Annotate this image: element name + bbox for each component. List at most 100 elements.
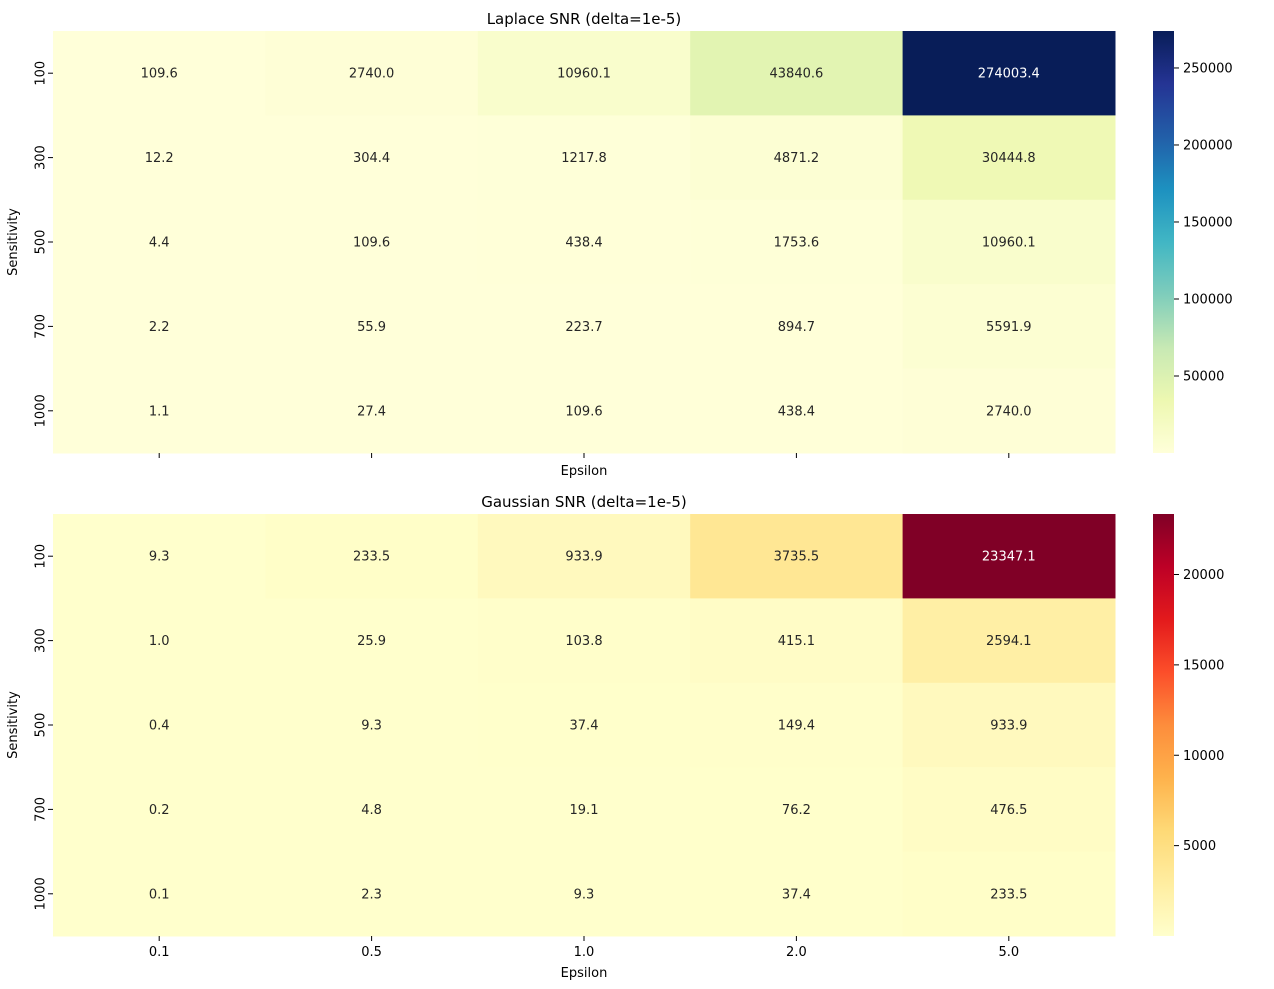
laplace-cell-label-r1-c0: 12.2 [145, 151, 174, 166]
laplace-ytick-label-2: 500 [34, 230, 49, 255]
gaussian-cell-label-r0-c4: 23347.1 [982, 550, 1036, 565]
laplace-cell-label-r4-c4: 2740.0 [986, 404, 1032, 419]
gaussian-cell-label-r1-c0: 1.0 [149, 634, 170, 649]
gaussian-x-axis-label: Epsilon [561, 966, 608, 981]
laplace-cell-label-r0-c1: 2740.0 [349, 67, 395, 82]
laplace-cell-label-r0-c3: 43840.6 [770, 67, 824, 82]
laplace-cell-label-r1-c3: 4871.2 [774, 151, 820, 166]
laplace-cell-label-r3-c1: 55.9 [357, 320, 386, 335]
gaussian-cell-r4-c4 [902, 851, 1116, 937]
gaussian-cell-r1-c3 [690, 598, 904, 684]
gaussian-cell-r4-c3 [690, 851, 904, 937]
laplace-cell-r1-c0 [53, 115, 266, 201]
laplace-ytick-label-3: 700 [34, 314, 49, 339]
gaussian-colorbar-tick-label-3: 20000 [1183, 568, 1224, 583]
gaussian-cell-r2-c0 [53, 682, 266, 768]
gaussian-cell-label-r2-c1: 9.3 [361, 719, 382, 734]
gaussian-cell-label-r0-c1: 233.5 [353, 550, 390, 565]
gaussian-cell-label-r2-c3: 149.4 [778, 719, 815, 734]
laplace-cell-label-r3-c2: 223.7 [565, 320, 602, 335]
gaussian-colorbar-tick-label-2: 15000 [1183, 658, 1224, 673]
gaussian-cell-r0-c1 [265, 514, 479, 599]
gaussian-cell-r3-c3 [690, 767, 904, 853]
gaussian-cell-r2-c2 [477, 682, 691, 768]
gaussian-cell-r1-c0 [53, 598, 266, 684]
gaussian-cell-r3-c0 [53, 767, 266, 853]
laplace-cell-label-r3-c3: 894.7 [778, 320, 815, 335]
gaussian-heatmap-panel: Gaussian SNR (delta=1e-5) 9.3 233.5 933.9 37… [6, 493, 1224, 981]
laplace-cell-r1-c1 [265, 115, 479, 201]
laplace-ytick-label-4: 1000 [34, 394, 49, 427]
gaussian-cell-label-r4-c4: 233.5 [990, 887, 1027, 902]
laplace-cell-label-r2-c0: 4.4 [149, 236, 170, 251]
laplace-cell-label-r0-c0: 109.6 [141, 67, 178, 82]
laplace-x-axis-label: Epsilon [561, 464, 608, 479]
laplace-colorbar-tick-label-3: 200000 [1183, 138, 1233, 153]
laplace-cell-r3-c1 [265, 284, 479, 370]
laplace-colorbar [1153, 31, 1174, 453]
laplace-colorbar-tick-label-4: 250000 [1183, 61, 1233, 76]
laplace-cell-r0-c1 [265, 31, 479, 116]
gaussian-ytick-label-3: 700 [34, 797, 49, 822]
gaussian-cell-label-r2-c4: 933.9 [990, 719, 1027, 734]
gaussian-cell-label-r4-c1: 2.3 [361, 887, 382, 902]
laplace-chart-title: Laplace SNR (delta=1e-5) [487, 10, 682, 28]
laplace-cell-r3-c2 [477, 284, 691, 370]
gaussian-y-axis-label: Sensitivity [6, 691, 21, 759]
gaussian-ytick-label-4: 1000 [34, 877, 49, 910]
laplace-cell-r2-c1 [265, 199, 479, 285]
laplace-cell-r0-c2 [477, 31, 691, 116]
gaussian-ytick-label-1: 300 [34, 628, 49, 653]
gaussian-ytick-label-0: 100 [34, 544, 49, 569]
laplace-cell-label-r2-c3: 1753.6 [774, 236, 820, 251]
laplace-cell-r1-c3 [690, 115, 904, 201]
laplace-cell-r4-c3 [690, 368, 904, 454]
laplace-cell-label-r1-c2: 1217.8 [561, 151, 607, 166]
laplace-cell-label-r1-c1: 304.4 [353, 151, 390, 166]
gaussian-xtick-label-1: 0.5 [361, 945, 382, 960]
laplace-cell-label-r4-c1: 27.4 [357, 404, 386, 419]
laplace-cell-r4-c0 [53, 368, 266, 454]
gaussian-cell-r3-c1 [265, 767, 479, 853]
laplace-y-axis-label: Sensitivity [6, 208, 21, 276]
gaussian-cell-label-r3-c0: 0.2 [149, 803, 170, 818]
gaussian-chart-title: Gaussian SNR (delta=1e-5) [481, 493, 687, 511]
gaussian-cell-label-r0-c2: 933.9 [565, 550, 602, 565]
gaussian-cell-label-r0-c3: 3735.5 [774, 550, 820, 565]
gaussian-cell-r2-c3 [690, 682, 904, 768]
gaussian-cell-r4-c1 [265, 851, 479, 937]
laplace-cell-r2-c2 [477, 199, 691, 285]
gaussian-colorbar-tick-label-0: 5000 [1183, 839, 1216, 854]
gaussian-colorbar [1153, 514, 1174, 936]
gaussian-cell-r0-c2 [477, 514, 691, 599]
laplace-colorbar-tick-label-1: 100000 [1183, 292, 1233, 307]
gaussian-cell-label-r2-c2: 37.4 [570, 719, 599, 734]
laplace-cell-r2-c3 [690, 199, 904, 285]
laplace-cell-r1-c2 [477, 115, 691, 201]
gaussian-cell-r4-c2 [477, 851, 691, 937]
gaussian-xtick-label-3: 2.0 [786, 945, 807, 960]
laplace-cell-r3-c3 [690, 284, 904, 370]
laplace-cell-r2-c0 [53, 199, 266, 285]
gaussian-cell-r3-c4 [902, 767, 1116, 853]
laplace-cell-r2-c4 [902, 199, 1116, 285]
laplace-cell-label-r4-c2: 109.6 [565, 404, 602, 419]
gaussian-xtick-label-4: 5.0 [998, 945, 1019, 960]
gaussian-cell-r1-c1 [265, 598, 479, 684]
gaussian-xtick-label-0: 0.1 [149, 945, 170, 960]
gaussian-cell-r0-c3 [690, 514, 904, 599]
gaussian-cell-label-r1-c3: 415.1 [778, 634, 815, 649]
laplace-cell-r0-c0 [53, 31, 266, 116]
laplace-cell-label-r0-c2: 10960.1 [557, 67, 611, 82]
laplace-cell-label-r1-c4: 30444.8 [982, 151, 1036, 166]
laplace-heatmap-panel: Laplace SNR (delta=1e-5) 109.6 2740.0 10960… [6, 10, 1233, 479]
gaussian-cell-label-r0-c0: 9.3 [149, 550, 170, 565]
gaussian-cell-r0-c4 [902, 514, 1116, 599]
laplace-colorbar-tick-label-2: 150000 [1183, 215, 1233, 230]
laplace-cell-r4-c2 [477, 368, 691, 454]
gaussian-xtick-label-2: 1.0 [574, 945, 595, 960]
laplace-cell-label-r2-c1: 109.6 [353, 236, 390, 251]
gaussian-colorbar-tick-label-1: 10000 [1183, 749, 1224, 764]
laplace-cell-r4-c4 [902, 368, 1116, 454]
